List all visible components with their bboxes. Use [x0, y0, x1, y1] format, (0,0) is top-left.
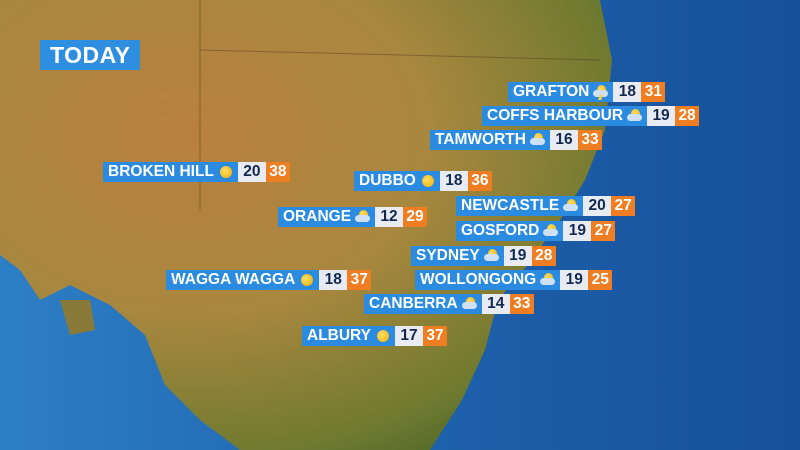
min-temp: 19: [560, 270, 589, 290]
city-label: GRAFTON 18 31: [508, 82, 666, 102]
city-name-box: NEWCASTLE: [456, 196, 584, 216]
city-label: ALBURY 17 37: [302, 326, 448, 346]
sunny-icon: [420, 174, 436, 188]
city-label: ORANGE 12 29: [278, 207, 428, 227]
city-name-box: SYDNEY: [411, 246, 504, 266]
min-temp: 20: [237, 162, 266, 182]
partly-cloudy-icon: [355, 210, 371, 224]
max-temp: 37: [423, 326, 448, 346]
city-name: GOSFORD: [461, 222, 540, 239]
city-label: GOSFORD 19 27: [456, 221, 616, 241]
city-name-box: ORANGE: [278, 207, 376, 227]
city-name: ALBURY: [307, 327, 372, 344]
max-temp: 33: [577, 130, 602, 150]
max-temp: 28: [531, 246, 556, 266]
city-name-box: ALBURY: [302, 326, 396, 346]
city-label: CANBERRA 14 33: [364, 294, 534, 314]
city-name: GRAFTON: [513, 83, 590, 100]
min-temp: 19: [503, 246, 532, 266]
city-name: COFFS HARBOUR: [487, 107, 624, 124]
max-temp: 31: [641, 82, 666, 102]
city-name-box: COFFS HARBOUR: [482, 106, 648, 126]
partly-cloudy-icon: [461, 297, 478, 311]
city-name: CANBERRA: [369, 295, 458, 312]
city-label: TAMWORTH 16 33: [430, 130, 602, 150]
today-title: TODAY: [40, 40, 141, 70]
peninsula: [60, 300, 95, 335]
partly-cloudy-icon: [540, 273, 556, 287]
partly-cloudy-icon: [563, 199, 579, 213]
max-temp: 37: [347, 270, 372, 290]
city-label: COFFS HARBOUR 19 28: [482, 106, 700, 126]
sunny-icon: [218, 165, 234, 179]
partly-cloudy-icon: [529, 133, 546, 147]
city-name-box: TAMWORTH: [430, 130, 550, 150]
max-temp: 25: [588, 270, 613, 290]
city-name: DUBBO: [359, 172, 416, 189]
city-name: BROKEN HILL: [108, 163, 214, 180]
min-temp: 18: [613, 82, 642, 102]
storm-icon: [593, 85, 609, 100]
min-temp: 19: [563, 221, 592, 241]
city-label: NEWCASTLE 20 27: [456, 196, 636, 216]
partly-cloudy-icon: [483, 249, 500, 263]
max-temp: 38: [265, 162, 290, 182]
city-name-box: GRAFTON: [508, 82, 614, 102]
city-name: NEWCASTLE: [461, 197, 560, 214]
city-name: SYDNEY: [416, 247, 480, 264]
max-temp: 33: [509, 294, 534, 314]
city-name: TAMWORTH: [435, 131, 526, 148]
city-name-box: GOSFORD: [456, 221, 564, 241]
min-temp: 16: [549, 130, 578, 150]
city-label: BROKEN HILL 20 38: [103, 162, 290, 182]
max-temp: 28: [675, 106, 700, 126]
city-name-box: WAGGA WAGGA: [166, 270, 320, 290]
max-temp: 27: [591, 221, 616, 241]
city-name-box: BROKEN HILL: [103, 162, 238, 182]
city-label: SYDNEY 19 28: [411, 246, 556, 266]
city-name: WOLLONGONG: [420, 271, 537, 288]
min-temp: 19: [647, 106, 676, 126]
city-label: DUBBO 18 36: [354, 171, 492, 191]
city-name-box: DUBBO: [354, 171, 440, 191]
city-name: ORANGE: [283, 208, 352, 225]
partly-cloudy-icon: [543, 224, 559, 238]
min-temp: 14: [481, 294, 510, 314]
sunny-icon: [299, 273, 315, 287]
min-temp: 18: [439, 171, 468, 191]
max-temp: 29: [403, 207, 428, 227]
max-temp: 36: [467, 171, 492, 191]
sunny-icon: [375, 329, 391, 343]
city-name-box: CANBERRA: [364, 294, 482, 314]
city-label: WAGGA WAGGA 18 37: [166, 270, 372, 290]
partly-cloudy-icon: [627, 109, 643, 123]
min-temp: 20: [583, 196, 612, 216]
max-temp: 27: [611, 196, 636, 216]
min-temp: 18: [319, 270, 348, 290]
city-name: WAGGA WAGGA: [171, 271, 296, 288]
min-temp: 17: [395, 326, 424, 346]
city-name-box: WOLLONGONG: [415, 270, 561, 290]
min-temp: 12: [375, 207, 404, 227]
city-label: WOLLONGONG 19 25: [415, 270, 613, 290]
